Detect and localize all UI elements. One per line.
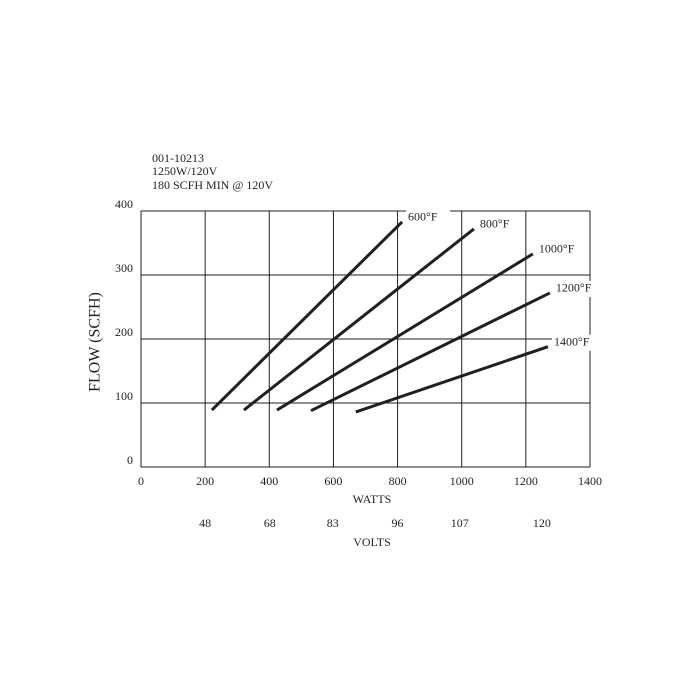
line (355, 345, 549, 414)
x-tick-label: 600 (324, 474, 342, 488)
x-tick-label: 1400 (578, 474, 602, 488)
x2-tick-label: 68 (264, 516, 276, 530)
series-label: 600°F (408, 210, 438, 224)
x-tick-label: 200 (196, 474, 214, 488)
label-bg (553, 280, 598, 297)
line (310, 291, 551, 413)
y-tick-label: 400 (115, 197, 133, 211)
series-label: 1200°F (556, 281, 592, 295)
series-label: 800°F (480, 217, 510, 231)
x-tick-label: 1200 (514, 474, 538, 488)
x-tick-label: 1000 (450, 474, 474, 488)
annotation: 001-10213 (152, 151, 204, 165)
annotation: 180 SCFH MIN @ 120V (152, 178, 273, 192)
y-tick-label: 100 (115, 389, 133, 403)
x2-axis-label: VOLTS (353, 535, 391, 549)
x2-tick-label: 120 (533, 516, 551, 530)
line (276, 252, 534, 412)
x-tick-label: 400 (260, 474, 278, 488)
series-label: 1000°F (539, 242, 575, 256)
y-tick-label: 0 (127, 453, 133, 467)
label-bg (406, 209, 451, 226)
x-tick-label: 0 (138, 474, 144, 488)
x-axis-label: WATTS (353, 492, 392, 506)
line (243, 227, 475, 412)
line (210, 220, 404, 412)
label-bg (536, 241, 581, 258)
x2-tick-label: 107 (451, 516, 469, 530)
annotation: 1250W/120V (152, 164, 218, 178)
label-bg (477, 216, 522, 233)
y-tick-label: 200 (115, 325, 133, 339)
series-label: 1400°F (554, 334, 590, 348)
y-axis-label: FLOW (SCFH) (87, 292, 104, 392)
x2-tick-label: 48 (199, 516, 211, 530)
x2-tick-label: 83 (327, 516, 339, 530)
y-tick-label: 300 (115, 261, 133, 275)
label-bg (551, 334, 596, 351)
x2-tick-label: 96 (392, 516, 404, 530)
x-tick-label: 800 (389, 474, 407, 488)
